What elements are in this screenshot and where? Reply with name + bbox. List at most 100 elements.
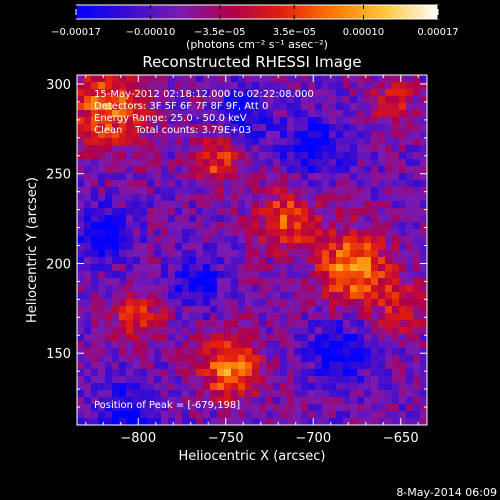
heatmap-cell [140,334,148,342]
heatmap-cell [336,138,344,146]
heatmap-cell [91,404,99,412]
heatmap-cell [280,411,288,419]
heatmap-cell [84,390,92,398]
heatmap-cell [406,243,414,251]
heatmap-cell [154,348,162,356]
heatmap-cell [210,362,218,370]
heatmap-cell [238,299,246,307]
heatmap-cell [84,124,92,132]
heatmap-cell [126,278,134,286]
heatmap-cell [406,152,414,160]
heatmap-cell [91,89,99,97]
heatmap-cell [413,306,421,314]
heatmap-cell [119,138,127,146]
heatmap-cell [287,390,295,398]
heatmap-cell [280,369,288,377]
heatmap-cell [182,89,190,97]
heatmap-cell [315,180,323,188]
heatmap-cell [294,411,302,419]
heatmap-cell [322,313,330,321]
heatmap-cell [357,208,365,216]
heatmap-cell [280,383,288,391]
heatmap-cell [392,334,400,342]
heatmap-cell [357,103,365,111]
heatmap-cell [336,257,344,265]
heatmap-cell [350,173,358,181]
heatmap-cell [343,355,351,363]
heatmap-cell [413,285,421,293]
heatmap-cell [119,243,127,251]
heatmap-cell [329,180,337,188]
heatmap-cell [371,362,379,370]
heatmap-cell [406,250,414,258]
heatmap-cell [224,299,232,307]
heatmap-cell [84,369,92,377]
heatmap-cell [231,75,239,83]
heatmap-cell [266,103,274,111]
heatmap-cell [259,103,267,111]
heatmap-cell [77,236,85,244]
heatmap-cell [364,390,372,398]
heatmap-cell [168,348,176,356]
heatmap-cell [343,96,351,104]
heatmap-cell [301,278,309,286]
heatmap-cell [350,243,358,251]
heatmap-cell [301,110,309,118]
heatmap-cell [273,369,281,377]
heatmap-cell [175,292,183,300]
heatmap-cell [371,215,379,223]
heatmap-cell [287,271,295,279]
heatmap-cell [175,327,183,335]
heatmap-cell [133,278,141,286]
heatmap-cell [210,243,218,251]
heatmap-cell [238,89,246,97]
heatmap-cell [406,131,414,139]
heatmap-cell [154,418,162,425]
heatmap-cell [343,201,351,209]
heatmap-cell [133,208,141,216]
heatmap-cell [336,103,344,111]
heatmap-cell [364,103,372,111]
heatmap-cell [308,222,316,230]
heatmap-cell [364,124,372,132]
heatmap-cell [140,348,148,356]
heatmap-cell [147,313,155,321]
heatmap-cell [413,222,421,230]
heatmap-cell [84,173,92,181]
heatmap-cell [413,194,421,202]
heatmap-cell [231,327,239,335]
heatmap-cell [385,131,393,139]
heatmap-cell [210,124,218,132]
heatmap-cell [357,341,365,349]
heatmap-cell [259,278,267,286]
heatmap-cell [168,89,176,97]
heatmap-cell [119,82,127,90]
heatmap-cell [245,397,253,405]
heatmap-cell [371,383,379,391]
heatmap-cell [231,313,239,321]
heatmap-cell [196,320,204,328]
heatmap-cell [357,362,365,370]
heatmap-cell [175,313,183,321]
heatmap-cell [175,383,183,391]
heatmap-cell [336,264,344,272]
heatmap-cell [238,355,246,363]
heatmap-cell [287,103,295,111]
heatmap-cell [77,285,85,293]
heatmap-cell [98,299,106,307]
heatmap-cell [91,145,99,153]
heatmap-cell [126,159,134,167]
heatmap-cell [161,285,169,293]
heatmap-cell [161,180,169,188]
heatmap-cell [280,208,288,216]
heatmap-cell [406,82,414,90]
heatmap-cell [343,299,351,307]
heatmap-cell [350,138,358,146]
heatmap-cell [119,89,127,97]
heatmap-cell [238,383,246,391]
heatmap-cell [203,334,211,342]
heatmap-cell [301,229,309,237]
heatmap-cell [343,208,351,216]
heatmap-cell [245,299,253,307]
heatmap-cell [196,110,204,118]
